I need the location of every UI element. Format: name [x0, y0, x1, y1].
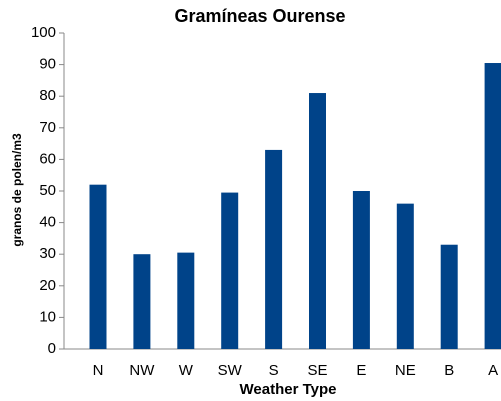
- y-tick-label: 60: [39, 150, 56, 167]
- bar: [484, 63, 501, 350]
- y-tick-label: 10: [39, 308, 56, 325]
- bar: [396, 203, 414, 349]
- y-tick-label: 30: [39, 245, 56, 262]
- bar: [133, 254, 151, 349]
- x-tick-label: N: [93, 362, 104, 379]
- x-tick-label: NW: [129, 362, 155, 379]
- x-axis-title: Weather Type: [240, 381, 337, 398]
- y-tick-label: 90: [39, 56, 56, 73]
- x-tick-label: NE: [395, 362, 416, 379]
- bar: [309, 93, 326, 349]
- x-tick-label: B: [444, 362, 454, 379]
- bar: [221, 192, 239, 349]
- bar: [352, 191, 370, 349]
- y-tick-label: 100: [31, 24, 56, 41]
- bar: [89, 184, 107, 349]
- x-tick-label: E: [356, 362, 366, 379]
- bar: [177, 252, 195, 349]
- chart-title: Gramíneas Ourense: [174, 6, 345, 26]
- y-tick-label: 40: [39, 214, 56, 231]
- bar: [440, 244, 458, 349]
- x-tick-label: SW: [218, 362, 243, 379]
- x-tick-label: A: [488, 362, 498, 379]
- y-tick-label: 80: [39, 87, 56, 104]
- x-tick-label: S: [269, 362, 279, 379]
- y-tick-label: 50: [39, 182, 56, 199]
- bar: [265, 149, 283, 349]
- x-tick-label: SE: [307, 362, 327, 379]
- x-tick-label: W: [179, 362, 194, 379]
- y-tick-label: 70: [39, 119, 56, 136]
- y-axis-title: granos de polen/m3: [10, 133, 24, 247]
- y-tick-label: 0: [48, 340, 56, 357]
- y-tick-label: 20: [39, 277, 56, 294]
